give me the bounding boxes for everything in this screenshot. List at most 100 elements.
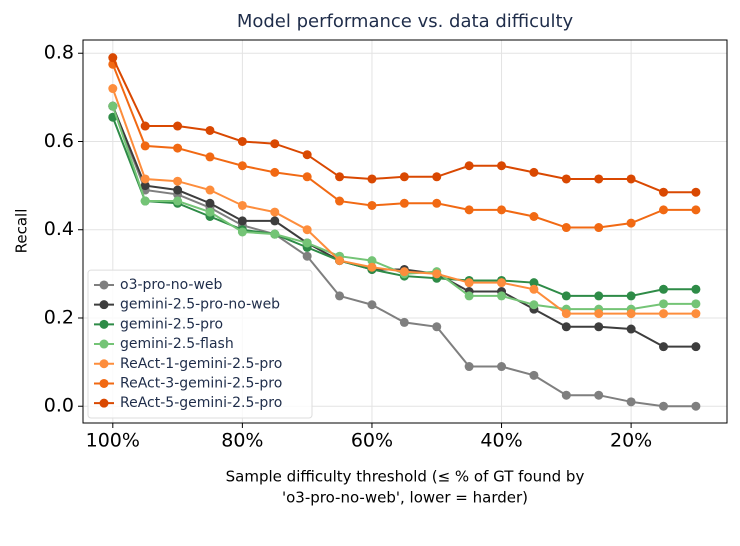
data-point xyxy=(270,167,280,177)
data-point xyxy=(659,299,669,309)
data-point xyxy=(497,161,507,171)
data-point xyxy=(367,256,377,266)
data-point xyxy=(691,187,701,197)
data-point xyxy=(464,161,474,171)
data-point xyxy=(659,205,669,215)
data-point xyxy=(659,401,669,411)
data-point xyxy=(205,125,215,135)
data-point xyxy=(529,278,539,288)
data-point xyxy=(626,309,636,319)
data-point xyxy=(626,291,636,301)
data-point xyxy=(270,229,280,239)
legend-label: o3-pro-no-web xyxy=(120,277,223,293)
data-point xyxy=(302,238,312,248)
data-point xyxy=(626,174,636,184)
data-point xyxy=(594,390,604,400)
data-point xyxy=(173,176,183,186)
data-point xyxy=(464,362,474,372)
legend-label: ReAct-3-gemini-2.5-pro xyxy=(120,375,282,391)
data-point xyxy=(140,181,150,191)
y-tick-label: 0.0 xyxy=(44,395,74,417)
legend-marker xyxy=(99,339,109,349)
data-point xyxy=(626,218,636,228)
data-point xyxy=(432,198,442,208)
data-point xyxy=(464,205,474,215)
x-axis-label: 'o3-pro-no-web', lower = harder) xyxy=(282,489,528,507)
data-point xyxy=(108,101,118,111)
data-point xyxy=(173,196,183,206)
data-point xyxy=(399,267,409,277)
data-point xyxy=(108,53,118,63)
data-point xyxy=(659,342,669,352)
series-line xyxy=(111,57,696,194)
data-point xyxy=(367,300,377,310)
data-point xyxy=(497,278,507,288)
data-point xyxy=(237,227,247,237)
data-point xyxy=(140,196,150,206)
x-tick-label: 100% xyxy=(86,430,140,452)
x-tick-label: 40% xyxy=(480,430,522,452)
data-point xyxy=(367,262,377,272)
legend-marker xyxy=(99,359,109,369)
data-point xyxy=(302,225,312,235)
x-tick-label: 80% xyxy=(221,430,263,452)
data-point xyxy=(335,196,345,206)
y-tick-label: 0.4 xyxy=(44,218,74,240)
y-tick-label: 0.6 xyxy=(44,130,74,152)
data-point xyxy=(464,278,474,288)
data-point xyxy=(302,172,312,182)
data-point xyxy=(205,185,215,195)
data-point xyxy=(237,200,247,210)
data-point xyxy=(399,172,409,182)
x-tick-label: 20% xyxy=(610,430,652,452)
plot-frame xyxy=(82,39,728,424)
data-point xyxy=(594,223,604,233)
data-point xyxy=(561,390,571,400)
data-point xyxy=(594,174,604,184)
data-point xyxy=(561,309,571,319)
legend-marker xyxy=(99,398,109,408)
data-point xyxy=(594,309,604,319)
data-point xyxy=(659,284,669,294)
legend-label: gemini-2.5-pro-no-web xyxy=(120,297,280,313)
data-point xyxy=(432,322,442,332)
data-point xyxy=(173,185,183,195)
data-point xyxy=(691,284,701,294)
data-point xyxy=(691,401,701,411)
data-point xyxy=(529,211,539,221)
data-point xyxy=(691,342,701,352)
data-point xyxy=(561,291,571,301)
data-point xyxy=(205,207,215,217)
data-point xyxy=(335,291,345,301)
data-point xyxy=(140,141,150,151)
legend-label: ReAct-5-gemini-2.5-pro xyxy=(120,395,282,411)
y-tick-label: 0.2 xyxy=(44,306,74,328)
data-point xyxy=(626,397,636,407)
data-point xyxy=(626,324,636,334)
data-point xyxy=(497,362,507,372)
data-point xyxy=(140,174,150,184)
data-point xyxy=(367,200,377,210)
data-point xyxy=(594,322,604,332)
legend-label: gemini-2.5-flash xyxy=(120,336,234,352)
data-point xyxy=(659,187,669,197)
data-point xyxy=(529,300,539,310)
data-point xyxy=(497,291,507,301)
data-point xyxy=(108,84,118,94)
data-point xyxy=(270,207,280,217)
data-point xyxy=(561,322,571,332)
data-point xyxy=(335,256,345,266)
data-point xyxy=(205,198,215,208)
data-point xyxy=(140,121,150,131)
data-point xyxy=(367,174,377,184)
data-point xyxy=(399,317,409,327)
legend: o3-pro-no-web gemini-2.5-pro-no-web gemini… xyxy=(87,269,313,419)
legend-marker xyxy=(99,300,109,310)
x-axis-label: Sample difficulty threshold (≤ % of GT f… xyxy=(226,468,585,486)
data-point xyxy=(432,269,442,279)
data-point xyxy=(561,223,571,233)
chart-title: Model performance vs. data difficulty xyxy=(237,11,574,32)
data-point xyxy=(691,299,701,309)
data-point xyxy=(497,205,507,215)
